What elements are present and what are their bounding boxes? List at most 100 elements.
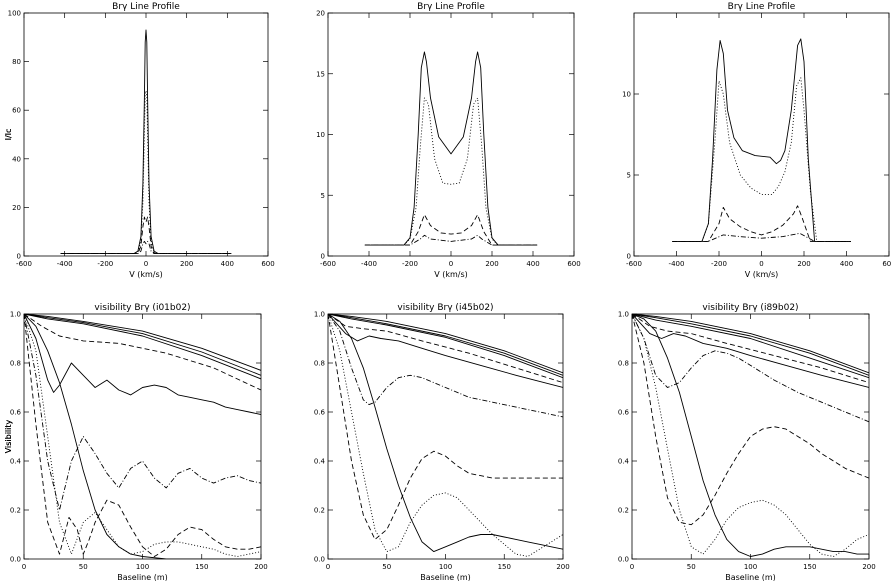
x-axis-label: V (km/s) [129, 270, 163, 279]
x-tick-label: 200 [797, 260, 810, 268]
panel-title: Brγ Line Profile [417, 2, 485, 12]
y-tick-label: 5 [321, 192, 325, 200]
panel-p1: Brγ Line Profile -600 -400 -200 0 200 400 600 0 2… [4, 2, 275, 279]
x-tick-label: 400 [526, 260, 539, 268]
series-line-solid [632, 314, 869, 557]
series-line-solid [328, 314, 563, 388]
x-tick-label: 0 [22, 563, 26, 571]
y-tick-label: 0 [321, 253, 325, 261]
x-axis-label: Baseline (m) [420, 573, 471, 581]
series-line-solid [364, 51, 538, 246]
x-tick-label: -600 [320, 260, 336, 268]
y-tick-label: 15 [316, 70, 325, 78]
x-tick-label: 100 [744, 563, 757, 571]
x-tick-label: 0 [759, 260, 763, 268]
y-tick-label: 0.2 [10, 507, 21, 515]
x-tick-label: 100 [136, 563, 149, 571]
series-line-dashdot [24, 314, 261, 511]
series-line-dashdot [60, 240, 232, 255]
y-tick-label: 0.8 [10, 360, 21, 368]
y-tick-label: 0.4 [314, 458, 326, 466]
y-axis-label: Visibility [4, 419, 13, 453]
y-tick-label: 0.6 [618, 409, 630, 417]
y-tick-label: 0.6 [10, 409, 22, 417]
x-tick-label: 600 [567, 260, 580, 268]
y-tick-label: 10 [316, 131, 325, 139]
series-line-dotted [632, 314, 869, 557]
series-line-dashdot [672, 232, 851, 242]
y-tick-label: 80 [12, 58, 21, 66]
panel-title: visibility Brγ (i01b02) [94, 303, 190, 313]
axes-frame [327, 12, 575, 257]
series-line-solid [24, 314, 261, 559]
panel-title: visibility Brγ (i89b02) [702, 303, 798, 313]
series-line-dashdot [364, 234, 538, 246]
panel-title: Brγ Line Profile [112, 2, 180, 12]
series-line-dashed [24, 314, 261, 391]
x-axis-label: Baseline (m) [117, 573, 168, 581]
panel-p5: visibility Brγ (i45b02) 0 50 100 150 200 0.0 0.… [4, 303, 570, 581]
y-axis-label: I/Ic [4, 129, 13, 141]
series-line-dashed [328, 314, 563, 384]
y-tick-label: 10 [622, 91, 631, 99]
x-tick-label: -200 [711, 260, 727, 268]
series-line-dashed [364, 214, 538, 246]
y-tick-label: 0.8 [314, 360, 325, 368]
series-line-solid [632, 314, 869, 376]
y-tick-label: 0.0 [314, 556, 325, 564]
x-tick-label: -200 [97, 260, 113, 268]
x-axis-label: Baseline (m) [725, 573, 776, 581]
y-axis-label: Visibility [4, 419, 13, 453]
series-line-solid [24, 314, 261, 415]
y-tick-label: 0.8 [618, 360, 629, 368]
x-tick-label: -600 [16, 260, 32, 268]
y-tick-label: 0.0 [618, 556, 629, 564]
series-line-dashdot [328, 314, 563, 418]
y-tick-label: 0.6 [314, 409, 326, 417]
series-line-solid [24, 314, 261, 376]
series-line-dotted [672, 77, 851, 242]
series-line-dashed [328, 314, 563, 540]
x-tick-label: -400 [669, 260, 685, 268]
y-axis-label: Visibility [4, 419, 13, 453]
x-tick-label: 400 [840, 260, 853, 268]
axes-frame [23, 12, 269, 257]
x-tick-label: -600 [626, 260, 642, 268]
series-line-dotted [364, 97, 538, 246]
x-tick-label: 200 [862, 563, 875, 571]
x-tick-label: 200 [485, 260, 498, 268]
x-tick-label: 50 [687, 563, 696, 571]
series-line-dashed [632, 314, 869, 526]
series-line-solid [60, 29, 232, 255]
series-line-solid [632, 314, 869, 388]
x-tick-label: -200 [402, 260, 418, 268]
axes-frame [23, 313, 262, 560]
panel-title: visibility Brγ (i45b02) [397, 303, 493, 313]
series-line-solid [632, 314, 869, 374]
y-tick-label: 0.2 [314, 507, 325, 515]
series-line-dashed [672, 205, 851, 242]
x-tick-label: 50 [79, 563, 88, 571]
y-tick-label: 0 [627, 253, 631, 261]
y-tick-label: 1.0 [10, 311, 21, 319]
y-tick-label: 100 [8, 10, 21, 18]
x-tick-label: 600 [261, 260, 274, 268]
y-tick-label: 0 [17, 253, 21, 261]
y-tick-label: 1.0 [618, 311, 629, 319]
panel-p2: Brγ Line Profile-600 -400 -200 0 200 400 60005… [4, 2, 581, 279]
y-tick-label: 40 [12, 155, 21, 163]
y-tick-label: 0.2 [618, 507, 629, 515]
series-line-dotted [60, 90, 232, 255]
panel-title: Brγ Line Profile [728, 2, 796, 12]
series-line-dotted [24, 314, 261, 557]
x-tick-label: 600 [882, 260, 891, 268]
series-line-solid [328, 314, 563, 376]
series-line-solid [632, 314, 869, 379]
y-axis-label: I/Ic [4, 129, 13, 141]
y-tick-label: 1.0 [314, 311, 325, 319]
series-line-solid [672, 38, 851, 242]
y-axis-label: I/Ic [4, 129, 13, 141]
series-line-dotted [328, 314, 563, 557]
x-axis-label: V (km/s) [745, 270, 779, 279]
